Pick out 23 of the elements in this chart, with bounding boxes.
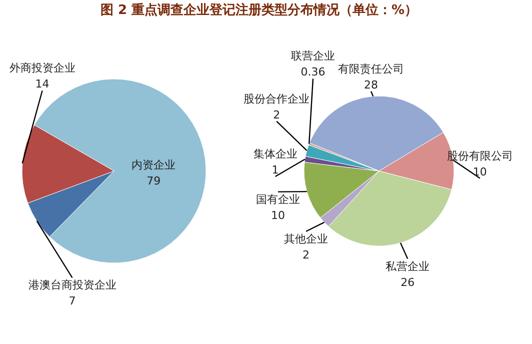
data-label: 26	[400, 276, 415, 289]
slice-label: 外商投资企业	[9, 62, 76, 75]
slice-label: 内资企业	[132, 158, 176, 172]
data-label: 28	[364, 78, 378, 92]
data-label: 10	[271, 208, 286, 222]
data-label: 2	[273, 108, 280, 122]
data-label: 10	[472, 165, 487, 178]
slice-label: 其他企业	[284, 232, 328, 246]
slice-label: 港澳台商投资企业	[28, 278, 116, 292]
data-label: 0.36	[300, 66, 326, 79]
slice-label: 股份有限公司	[446, 149, 513, 162]
slice-label: 股份合作企业	[244, 92, 310, 106]
slice-label: 联营企业	[291, 50, 335, 63]
data-label: 2	[302, 248, 310, 262]
data-label: 1	[272, 164, 279, 177]
slice-label: 国有企业	[256, 192, 300, 206]
text: 图 2 重点调查企业登记注册类型分布情况（单位：%）	[100, 2, 418, 18]
data-label: 7	[68, 294, 76, 308]
data-label: 14	[35, 78, 50, 91]
slice-label: 集体企业	[253, 148, 298, 161]
data-label: 79	[146, 174, 161, 188]
slice-label: 有限责任公司	[338, 62, 404, 76]
slice-label: 私营企业	[386, 260, 430, 273]
